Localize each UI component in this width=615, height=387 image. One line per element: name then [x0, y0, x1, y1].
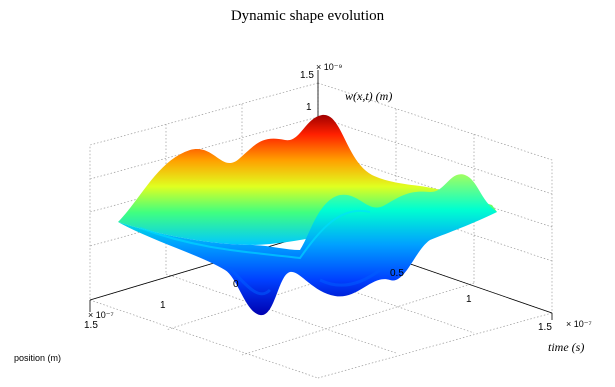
- y-tick-0: 0: [233, 279, 239, 290]
- y-axis-label: position (m): [14, 353, 61, 363]
- z-exponent-label: × 10⁻⁹: [316, 62, 343, 72]
- surface: [118, 114, 497, 316]
- x-tick-1.5: 1.5: [538, 322, 552, 333]
- x-exponent-label: × 10⁻⁷: [566, 319, 592, 329]
- x-tick-1: 1: [466, 294, 472, 305]
- y-exponent-label: × 10⁻⁷: [88, 310, 114, 320]
- z-axis-label: w(x,t) (m): [345, 89, 392, 103]
- y-tick-1: 1: [160, 300, 166, 311]
- z-tick-1.5: 1.5: [300, 70, 314, 81]
- z-tick-1: 1: [306, 102, 312, 113]
- surface-front-trough: [118, 174, 497, 316]
- chart-title: Dynamic shape evolution: [230, 8, 385, 24]
- x-tick-0.5: 0.5: [390, 268, 404, 279]
- y-tick-1.5: 1.5: [84, 320, 98, 331]
- x-axis-label: time (s): [548, 340, 584, 354]
